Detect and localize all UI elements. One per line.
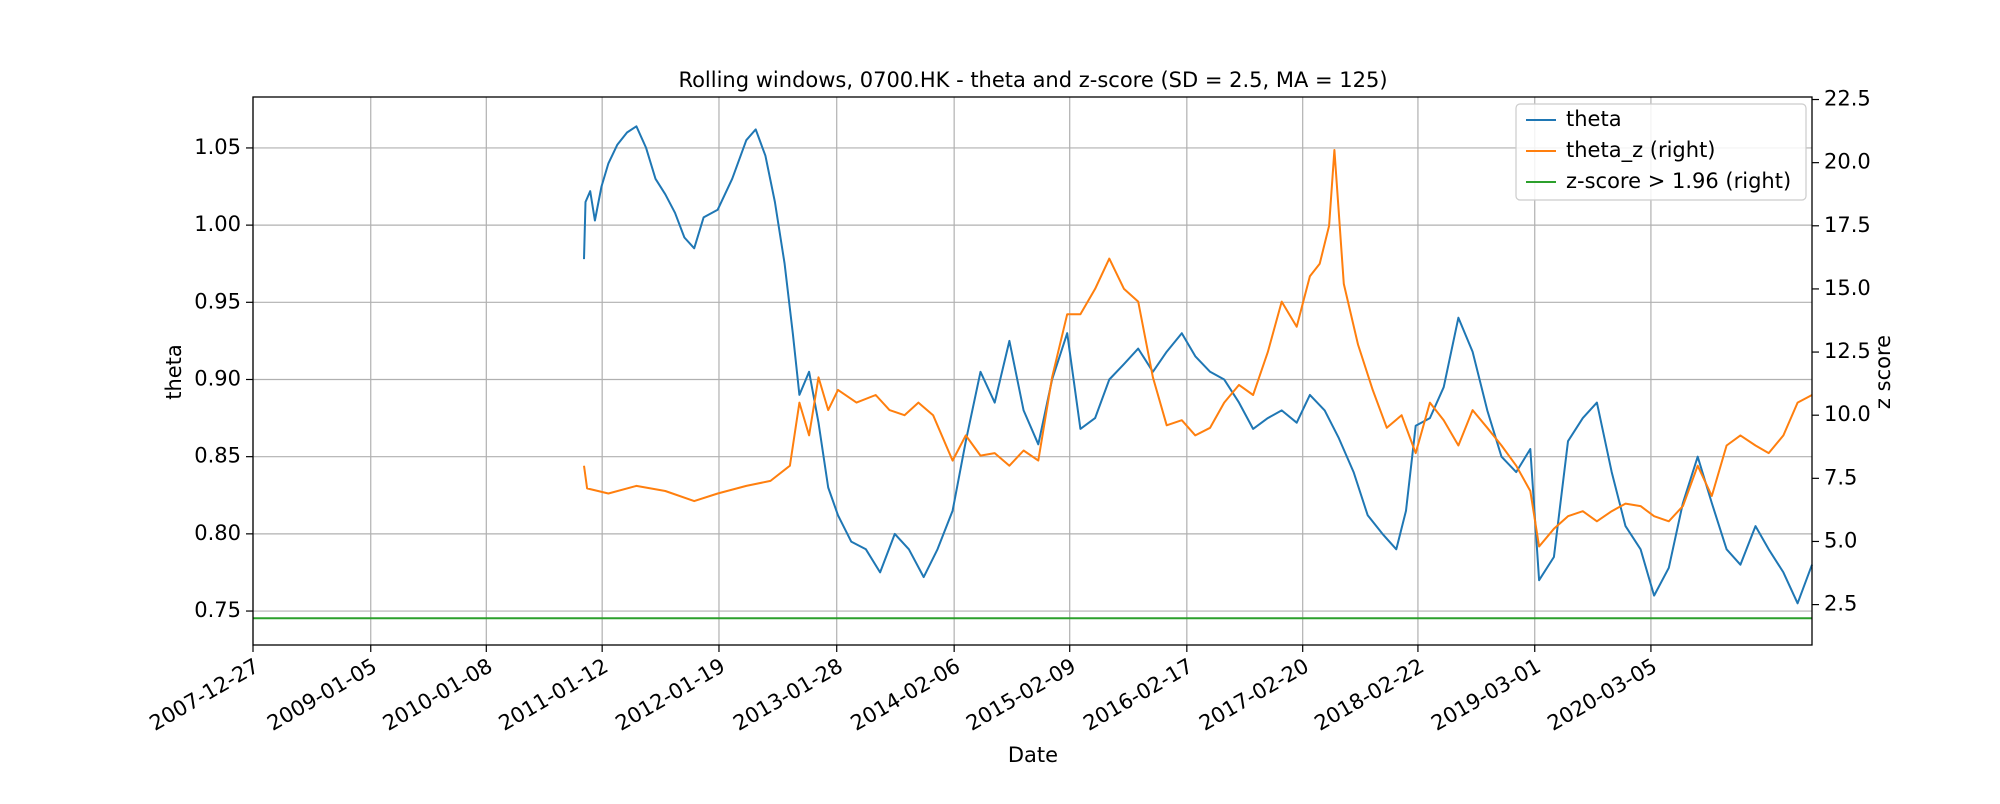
y-tick-label: 1.00 xyxy=(194,212,241,236)
x-axis-label: Date xyxy=(1008,743,1058,767)
y-tick-label: 0.75 xyxy=(194,598,241,622)
legend-label: theta_z (right) xyxy=(1566,138,1716,163)
x-tick-label: 2009-01-05 xyxy=(263,654,381,736)
x-tick-label: 2020-03-05 xyxy=(1543,654,1661,736)
y-tick-label: 0.95 xyxy=(194,289,241,313)
chart-title: Rolling windows, 0700.HK - theta and z-s… xyxy=(678,68,1387,92)
y-tick-label: 0.85 xyxy=(194,444,241,468)
x-tick-label: 2011-01-12 xyxy=(495,654,613,736)
legend-box xyxy=(1515,103,1807,201)
y2-tick-label: 15.0 xyxy=(1824,276,1871,300)
series-group xyxy=(253,125,1813,620)
x-tick-label: 2018-02-22 xyxy=(1310,654,1428,736)
series-line-1 xyxy=(583,125,1813,605)
y-axis-label: theta xyxy=(162,344,186,400)
x-tick-label: 2015-02-09 xyxy=(962,654,1080,736)
y2-axis-label: z score xyxy=(1871,335,1895,409)
tick-marks xyxy=(246,98,1819,652)
x-tick-label: 2014-02-06 xyxy=(847,654,965,736)
legend-label: z-score > 1.96 (right) xyxy=(1566,169,1791,193)
legend-label: theta xyxy=(1566,107,1622,131)
y-tick-label: 0.80 xyxy=(194,521,241,545)
x-tick-label: 2016-02-17 xyxy=(1079,654,1197,736)
plot-frame xyxy=(252,96,1813,646)
x-tick-label: 2012-01-19 xyxy=(611,654,729,736)
y2-tick-label: 20.0 xyxy=(1824,150,1871,174)
x-tick-label: 2013-01-28 xyxy=(729,654,847,736)
y2-tick-label: 2.5 xyxy=(1824,592,1857,616)
x-tick-label: 2017-02-20 xyxy=(1195,654,1313,736)
y2-tick-label: 12.5 xyxy=(1824,339,1871,363)
y2-tick-label: 17.5 xyxy=(1824,213,1871,237)
x-tick-label: 2010-01-08 xyxy=(379,654,497,736)
y2-tick-label: 10.0 xyxy=(1824,402,1871,426)
y2-tick-label: 7.5 xyxy=(1824,465,1857,489)
series-line-2 xyxy=(583,149,1813,548)
y-tick-label: 1.05 xyxy=(194,135,241,159)
y2-tick-label: 5.0 xyxy=(1824,528,1857,552)
y-tick-label: 0.90 xyxy=(194,366,241,390)
x-tick-label: 2019-03-01 xyxy=(1427,654,1545,736)
y2-tick-label: 22.5 xyxy=(1824,87,1871,111)
legend: theta theta_z (right) z-score > 1.96 (righ… xyxy=(1515,103,1807,201)
x-tick-label: 2007-12-27 xyxy=(145,654,263,736)
